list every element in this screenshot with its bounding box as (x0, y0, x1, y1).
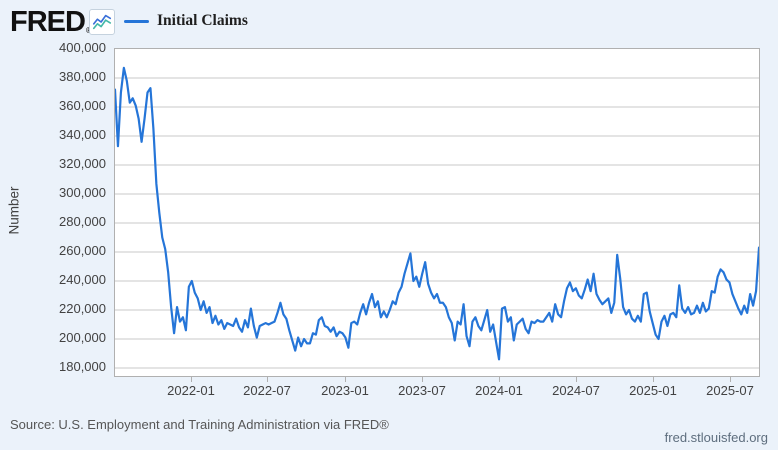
legend-line-swatch (124, 19, 149, 23)
x-tick-mark (267, 376, 268, 382)
y-tick-label: 180,000 (59, 359, 106, 374)
fred-sparkline-icon (89, 9, 115, 35)
y-tick-label: 200,000 (59, 330, 106, 345)
x-tick-label: 2023-07 (398, 383, 446, 398)
y-tick-label: 360,000 (59, 98, 106, 113)
y-tick-label: 220,000 (59, 301, 106, 316)
x-tick-mark (653, 376, 654, 382)
source-text: Source: U.S. Employment and Training Adm… (10, 417, 389, 432)
x-tick-mark (499, 376, 500, 382)
fred-logo[interactable]: FRED® (10, 6, 92, 39)
y-tick-label: 300,000 (59, 185, 106, 200)
x-tick-label: 2024-01 (475, 383, 523, 398)
x-tick-mark (422, 376, 423, 382)
y-tick-label: 320,000 (59, 156, 106, 171)
fred-logo-text: FRED (10, 6, 86, 38)
legend: Initial Claims (124, 12, 248, 30)
plot-area[interactable] (114, 48, 760, 377)
x-tick-label: 2022-07 (243, 383, 291, 398)
y-tick-label: 380,000 (59, 69, 106, 84)
x-tick-mark (730, 376, 731, 382)
x-tick-label: 2025-01 (629, 383, 677, 398)
x-tick-label: 2023-01 (321, 383, 369, 398)
y-tick-label: 340,000 (59, 127, 106, 142)
x-tick-label: 2024-07 (552, 383, 600, 398)
x-tick-label: 2025-07 (706, 383, 754, 398)
x-tick-mark (345, 376, 346, 382)
x-tick-mark (191, 376, 192, 382)
registered-mark-icon: ® (86, 26, 92, 35)
x-tick-label: 2022-01 (167, 383, 215, 398)
initial-claims-line-chart (115, 66, 759, 369)
x-tick-mark (576, 376, 577, 382)
y-tick-label: 260,000 (59, 243, 106, 258)
y-tick-label: 280,000 (59, 214, 106, 229)
y-tick-label: 240,000 (59, 272, 106, 287)
y-tick-label: 400,000 (59, 40, 106, 55)
initial-claims-series-line[interactable] (115, 66, 759, 361)
y-axis-title: Number (6, 186, 22, 235)
fred-site-link[interactable]: fred.stlouisfed.org (664, 430, 768, 445)
legend-label: Initial Claims (157, 12, 248, 29)
